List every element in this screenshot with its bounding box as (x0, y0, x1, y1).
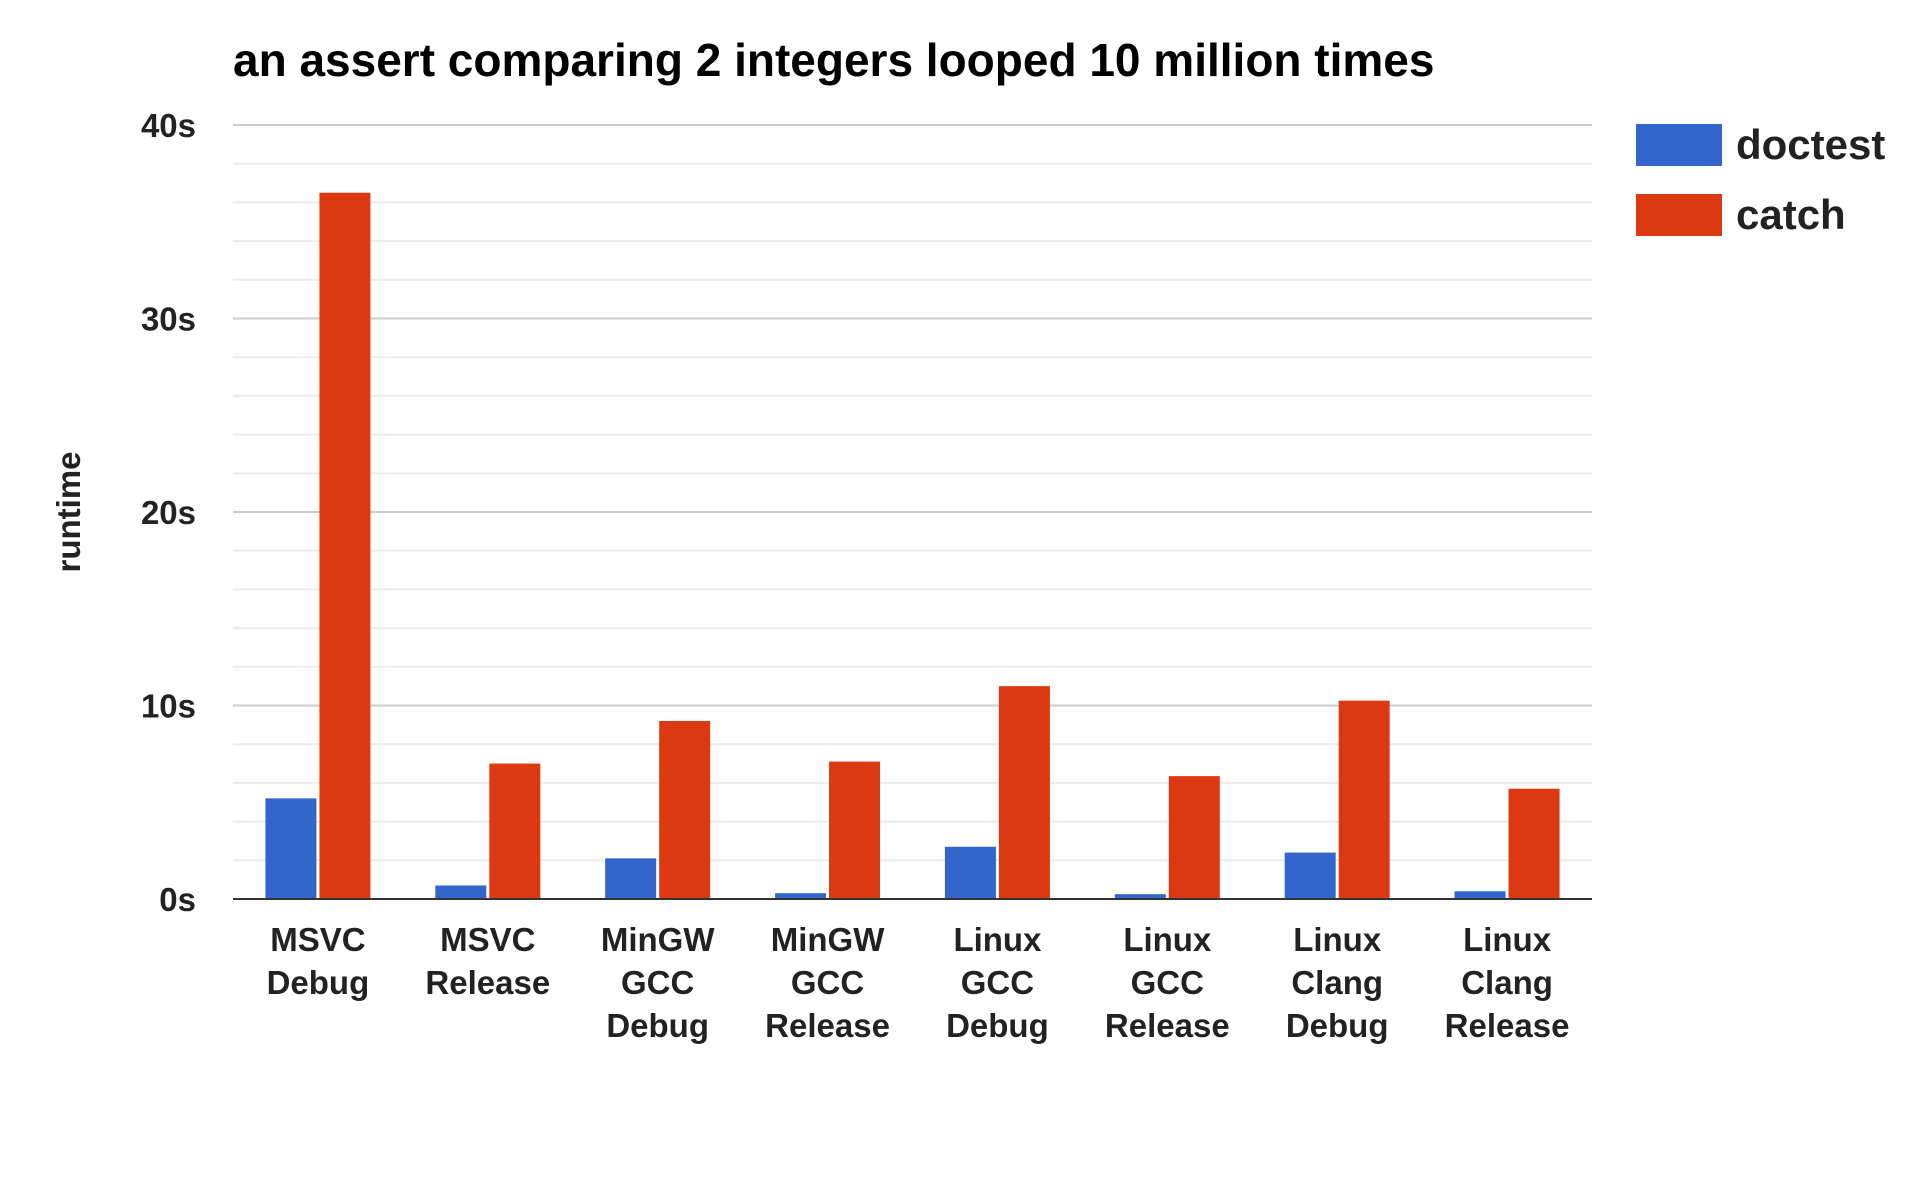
x-category-label: MSVC Release (425, 921, 550, 1001)
x-category-label: Linux GCC Release (1105, 921, 1230, 1044)
x-category-label: MinGW GCC Release (765, 921, 890, 1044)
x-category-label: MinGW GCC Debug (601, 921, 715, 1044)
y-tick-label: 0s (159, 881, 196, 918)
bar-doctest-6 (1284, 852, 1336, 899)
x-axis-categories: MSVC Debug MSVC Release MinGW GCC Debug MinGW GC… (267, 921, 1570, 1044)
bar-doctest-2 (605, 858, 657, 899)
bar-catch-4 (998, 686, 1050, 899)
bar-catch-3 (829, 761, 881, 899)
bar-catch-1 (489, 763, 541, 899)
legend: doctest catch (1636, 121, 1885, 238)
y-axis-ticks: 0s 10s 20s 30s 40s (141, 107, 196, 918)
bar-doctest-5 (1114, 894, 1166, 899)
y-tick-label: 20s (141, 494, 196, 531)
y-axis-label: runtime (50, 451, 87, 572)
bar-doctest-3 (775, 893, 827, 899)
legend-swatch-doctest (1636, 124, 1722, 166)
x-category-label: Linux Clang Debug (1286, 921, 1389, 1044)
gridlines (233, 124, 1592, 862)
bar-catch-6 (1338, 700, 1390, 899)
bar-catch-2 (659, 720, 711, 899)
bar-catch-5 (1168, 776, 1220, 899)
bar-doctest-0 (265, 798, 317, 899)
bar-doctest-7 (1454, 891, 1506, 899)
x-category-label: MSVC Debug (267, 921, 370, 1001)
y-tick-label: 30s (141, 301, 196, 338)
chart-title: an assert comparing 2 integers looped 10… (233, 34, 1434, 86)
x-category-label: Linux Clang Release (1445, 921, 1570, 1044)
bar-catch-7 (1508, 788, 1560, 899)
bar-catch-0 (319, 192, 371, 900)
bar-doctest-4 (944, 846, 996, 899)
y-tick-label: 10s (141, 688, 196, 725)
legend-swatch-catch (1636, 194, 1722, 236)
bars (265, 192, 1560, 900)
bar-doctest-1 (435, 885, 487, 899)
y-tick-label: 40s (141, 107, 196, 144)
legend-label-catch: catch (1736, 191, 1846, 238)
legend-label-doctest: doctest (1736, 121, 1885, 168)
x-category-label: Linux GCC Debug (946, 921, 1049, 1044)
